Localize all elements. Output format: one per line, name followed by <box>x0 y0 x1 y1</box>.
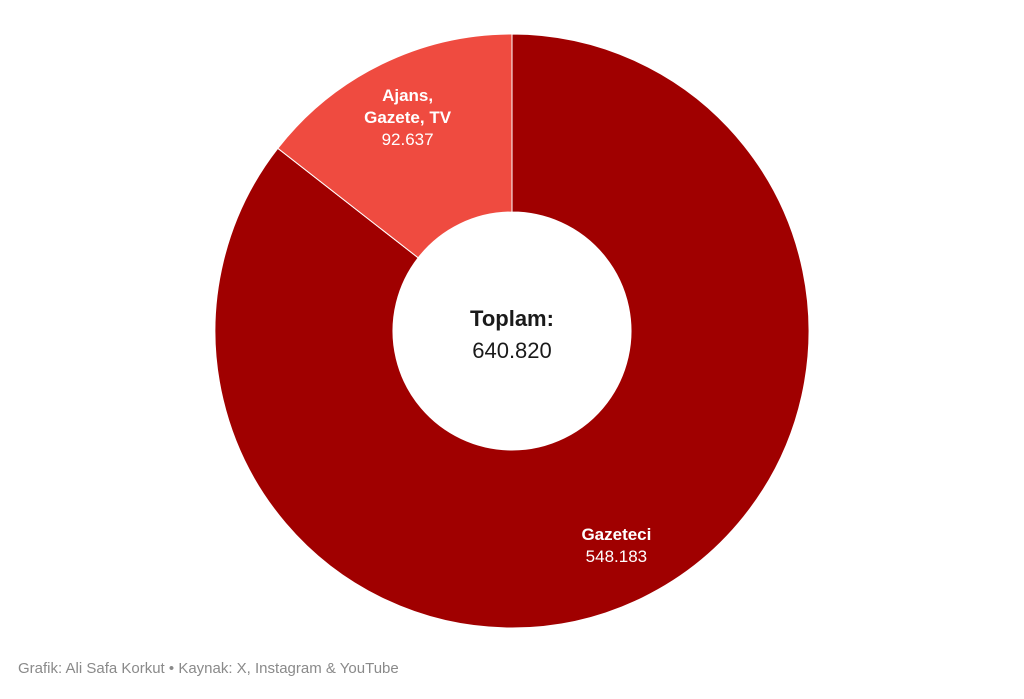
slice-0 <box>214 33 810 629</box>
total-label: Toplam: <box>470 306 554 331</box>
slice-value: 92.637 <box>382 130 434 149</box>
slice-name-line: Gazete, TV <box>364 108 452 127</box>
source-credit: Grafik: Ali Safa Korkut • Kaynak: X, Ins… <box>18 660 399 677</box>
slice-label-0: Gazeteci 548.183 <box>581 525 651 566</box>
slice-labels: Gazeteci 548.183 Ajans, Gazete, TV 92.637 <box>364 86 651 566</box>
total-value: 640.820 <box>472 338 552 363</box>
slice-label-1: Ajans, Gazete, TV 92.637 <box>364 86 452 149</box>
center-total: Toplam: 640.820 <box>470 306 554 363</box>
slice-value: 548.183 <box>586 547 647 566</box>
donut-slices <box>214 33 810 629</box>
slice-name-line: Ajans, <box>382 86 433 105</box>
slice-name-line: Gazeteci <box>581 525 651 544</box>
slice-1 <box>277 33 513 259</box>
